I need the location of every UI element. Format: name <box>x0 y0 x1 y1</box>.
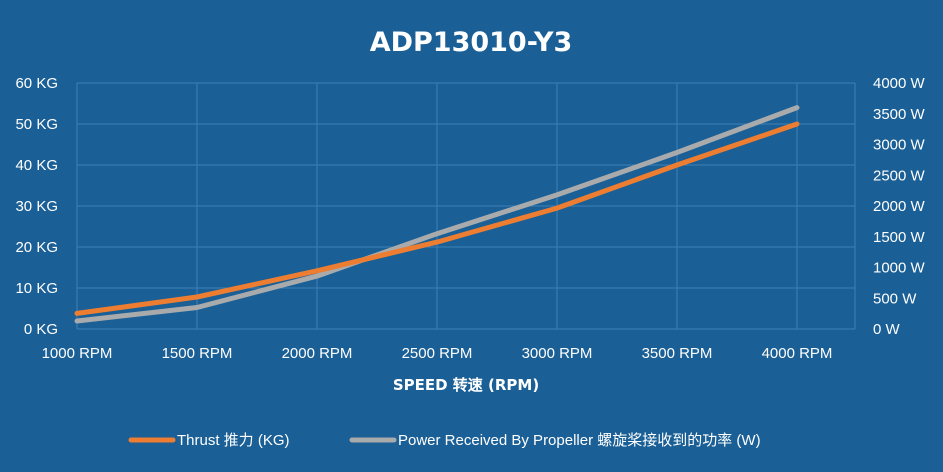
x-tick-label: 1000 RPM <box>42 345 113 362</box>
x-tick-label: 2500 RPM <box>402 345 473 362</box>
y-right-tick-label: 4000 W <box>873 75 926 92</box>
y-left-tick-label: 20 KG <box>15 239 58 256</box>
series-line <box>74 105 800 324</box>
series-lines <box>74 105 800 324</box>
y-right-tick-label: 3000 W <box>873 137 926 154</box>
y-right-tick-label: 2000 W <box>873 198 926 215</box>
y-left-tick-label: 10 KG <box>15 280 58 297</box>
legend-label: Thrust 推力 (KG) <box>177 432 290 449</box>
y-left-tick-label: 0 KG <box>24 321 58 338</box>
x-tick-label: 4000 RPM <box>762 345 833 362</box>
legend-label: Power Received By Propeller 螺旋桨接收到的功率 (W… <box>398 432 761 449</box>
x-tick-label: 3000 RPM <box>522 345 593 362</box>
y-right-tick-label: 2500 W <box>873 167 926 184</box>
x-tick-label: 1500 RPM <box>162 345 233 362</box>
axis-labels: 0 KG 10 KG 20 KG 30 KG 40 KG 50 KG 60 KG 0 W 500… <box>15 75 925 362</box>
chart-title: ADP13010-Y3 <box>370 27 573 58</box>
series-line <box>74 121 800 316</box>
y-left-tick-label: 30 KG <box>15 198 58 215</box>
x-tick-label: 2000 RPM <box>282 345 353 362</box>
x-tick-label: 3500 RPM <box>642 345 713 362</box>
y-left-tick-label: 50 KG <box>15 116 58 133</box>
y-right-tick-label: 1000 W <box>873 260 926 277</box>
legend: Thrust 推力 (KG) Power Received By Propelle… <box>128 432 761 449</box>
y-right-tick-label: 1500 W <box>873 229 926 246</box>
gridlines <box>76 82 856 330</box>
y-left-tick-label: 40 KG <box>15 157 58 174</box>
y-right-tick-label: 500 W <box>873 290 917 307</box>
y-right-tick-label: 0 W <box>873 321 901 338</box>
y-right-tick-label: 3500 W <box>873 106 926 123</box>
x-axis-title: SPEED 转速 (RPM) <box>393 376 539 394</box>
y-left-tick-label: 60 KG <box>15 75 58 92</box>
